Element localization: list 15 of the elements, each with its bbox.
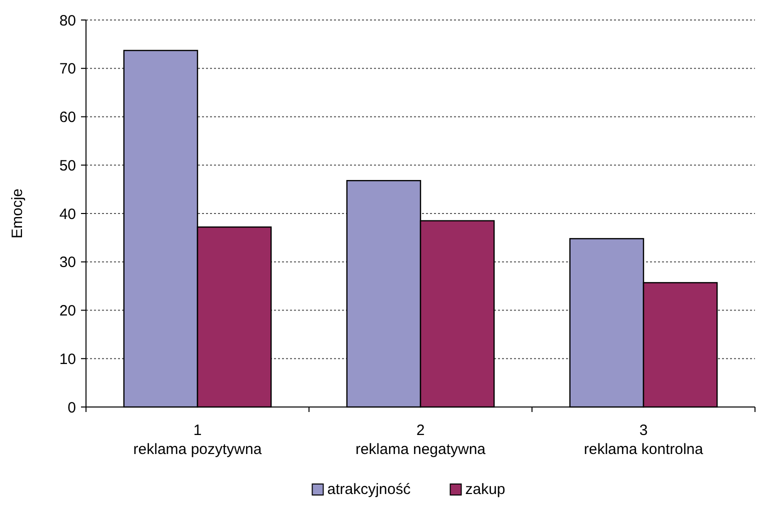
- x-tick-label: 3 reklama kontrolna: [584, 422, 704, 458]
- y-tick-label: 80: [59, 12, 76, 30]
- y-tick-label: 40: [59, 206, 76, 223]
- y-tick-label: 20: [59, 302, 76, 320]
- y-tick-label: 60: [59, 109, 76, 126]
- x-tick-label: 1 reklama pozytywna: [133, 422, 262, 458]
- x-tick-label: 2 reklama negatywna: [355, 422, 486, 458]
- legend-label: atrakcyjność: [327, 481, 412, 498]
- y-tick-label: 50: [59, 157, 76, 174]
- y-tick-label: 10: [59, 350, 76, 368]
- y-tick-label: 0: [68, 399, 76, 416]
- legend-label: zakup: [465, 481, 506, 498]
- y-tick-label: 70: [59, 60, 76, 78]
- y-axis-title: Emocje: [9, 188, 26, 239]
- y-tick-label: 30: [59, 254, 76, 272]
